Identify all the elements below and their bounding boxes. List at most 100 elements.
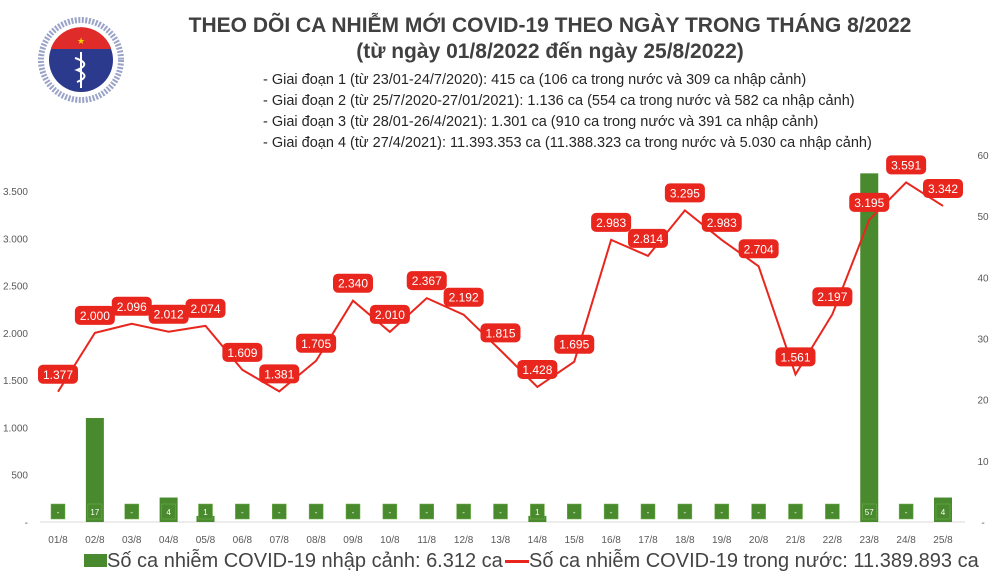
line-data-label: 2.197 (817, 290, 847, 304)
x-tick-label: 23/8 (860, 535, 880, 546)
line-data-label: 1.381 (264, 367, 294, 381)
x-tick-label: 20/8 (749, 535, 769, 546)
domestic-line (57, 181, 944, 393)
line-data-label: 2.367 (412, 274, 442, 288)
line-label-box (185, 298, 226, 318)
bar-label-box (272, 503, 287, 520)
legend-line: Số ca nhiễm COVID-19 trong nước: 11.389.… (505, 550, 979, 573)
bar-label-box (825, 503, 840, 520)
left-tick-label: 2.500 (3, 282, 28, 293)
line-label-box (923, 178, 963, 198)
bar-data-label: - (57, 508, 60, 517)
line-data-label: 2.340 (338, 277, 368, 291)
x-tick-label: 10/8 (380, 535, 400, 546)
chart-subtitle: (từ ngày 01/8/2022 đến ngày 25/8/2022) (356, 40, 744, 63)
bar-data-label: - (647, 508, 650, 517)
right-tick-label: 40 (977, 273, 989, 284)
bar (860, 173, 879, 522)
line-label-box (775, 347, 816, 367)
bar-data-label: - (573, 508, 576, 517)
x-tick-label: 22/8 (823, 535, 843, 546)
chart-title: THEO DÕI CA NHIỄM MỚI COVID-19 THEO NGÀY… (188, 14, 912, 37)
bar-label-box (235, 503, 250, 520)
line-data-label: 1.428 (522, 363, 552, 377)
line-data-label: 2.012 (154, 308, 184, 322)
x-tick-label: 19/8 (712, 535, 732, 546)
bar-data-label: - (720, 508, 723, 517)
right-tick-label: 60 (977, 151, 989, 162)
line-label-box (886, 155, 927, 175)
line-label-box (738, 239, 779, 259)
line-label-box (849, 192, 890, 212)
bar-label-box (751, 503, 766, 520)
right-tick-label: 20 (977, 396, 989, 407)
bar-data-label: - (352, 508, 355, 517)
bar-label-box (530, 503, 545, 520)
right-tick-label: 30 (977, 335, 989, 346)
right-tick-label: 50 (977, 212, 989, 223)
right-tick-label: - (981, 518, 984, 529)
bar-data-label: 4 (941, 508, 946, 517)
line-data-label: 2.010 (375, 308, 405, 322)
line-label-box (554, 334, 595, 354)
line-label-box (812, 287, 853, 307)
bar-label-box (382, 503, 398, 520)
line-label-box (443, 287, 484, 307)
line-label-box (148, 304, 189, 324)
x-tick-label: 16/8 (601, 535, 621, 546)
line-label-box (38, 364, 78, 384)
bar-data-label: - (684, 508, 687, 517)
legend-line-swatch (505, 560, 529, 564)
x-tick-label: 06/8 (233, 535, 253, 546)
x-tick-label: 01/8 (48, 535, 68, 546)
line-label-box (517, 359, 558, 379)
line-label-box (591, 212, 632, 232)
line-label-box (296, 333, 337, 353)
bar-data-label: - (425, 508, 428, 517)
note-line: - Giai đoạn 2 (từ 25/7/2020-27/01/2021):… (263, 93, 855, 109)
bar-label-box (862, 503, 877, 520)
bar-data-label: 17 (90, 508, 99, 517)
line-label-box (406, 271, 447, 291)
bar-data-label: - (315, 508, 318, 517)
bar-label-box (898, 503, 914, 520)
bar-label-box (161, 503, 176, 520)
bar-data-label: - (241, 508, 244, 517)
x-tick-label: 21/8 (786, 535, 806, 546)
line-data-label: 2.983 (707, 216, 737, 230)
bar-data-label: - (831, 508, 834, 517)
bar-label-box (345, 503, 361, 520)
line-data-label: 2.000 (80, 309, 110, 323)
x-tick-label: 02/8 (85, 535, 105, 546)
legend-bar-swatch (84, 554, 107, 567)
line-data-label: 3.195 (854, 196, 884, 210)
bar-data-label: - (610, 508, 613, 517)
bar-data-label: - (278, 508, 281, 517)
line-label-box (701, 212, 742, 232)
bar-label-box (714, 503, 729, 520)
line-data-label: 1.609 (227, 346, 257, 360)
bar-label-box (567, 503, 582, 520)
bar-label-box (677, 503, 693, 520)
x-tick-label: 05/8 (196, 535, 216, 546)
line-data-label: 3.295 (670, 186, 700, 200)
x-tick-label: 14/8 (528, 535, 548, 546)
bar-data-label: - (905, 508, 908, 517)
bar-data-label: - (757, 508, 760, 517)
bar-label-box (87, 503, 103, 520)
line-data-label: 2.096 (117, 300, 147, 314)
left-tick-label: 1.500 (3, 376, 28, 387)
line-data-label: 1.561 (780, 350, 810, 364)
line-label-box (259, 364, 300, 384)
right-tick-label: 10 (977, 457, 989, 468)
bar-label-box (640, 503, 656, 520)
x-tick-label: 18/8 (675, 535, 695, 546)
line-label-box (222, 342, 263, 362)
bar-label-box (788, 503, 803, 520)
line-data-label: 1.377 (43, 368, 73, 382)
x-tick-label: 11/8 (417, 535, 436, 546)
bar-label-box (493, 503, 508, 520)
left-tick-label: 1.000 (3, 423, 28, 434)
